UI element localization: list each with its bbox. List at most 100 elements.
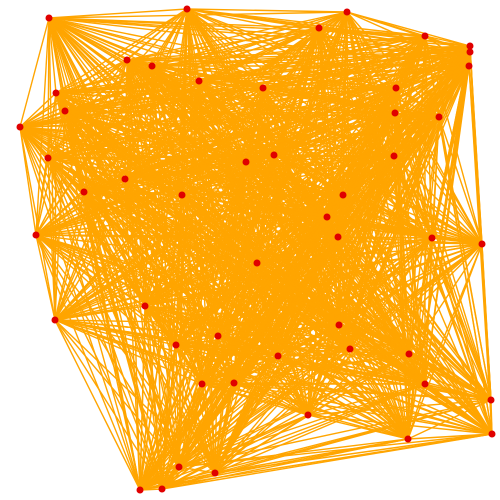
edge xyxy=(47,157,247,163)
edge xyxy=(83,191,216,474)
edge xyxy=(144,194,344,307)
node xyxy=(121,175,129,183)
node xyxy=(158,485,166,493)
edge xyxy=(48,17,471,53)
node xyxy=(172,341,180,349)
edge xyxy=(178,383,426,468)
edge xyxy=(126,51,471,61)
edge xyxy=(64,110,395,157)
node xyxy=(465,62,473,70)
edge xyxy=(47,157,180,468)
edge xyxy=(424,383,492,401)
edge xyxy=(35,234,340,326)
edge xyxy=(273,154,433,239)
node xyxy=(195,77,203,85)
edge xyxy=(55,8,188,94)
edge xyxy=(326,216,492,401)
node xyxy=(323,213,331,221)
node xyxy=(16,123,24,131)
edge xyxy=(139,466,180,491)
edge xyxy=(214,335,219,474)
node xyxy=(45,14,53,22)
edge xyxy=(19,126,216,474)
edge xyxy=(349,348,410,355)
edge xyxy=(139,488,163,491)
edge xyxy=(349,348,493,435)
edge xyxy=(139,472,216,491)
edge xyxy=(256,237,433,264)
node xyxy=(214,332,222,340)
node xyxy=(175,463,183,471)
edge xyxy=(178,466,216,474)
node xyxy=(487,396,495,404)
edge xyxy=(393,155,483,245)
edge xyxy=(54,194,344,321)
node xyxy=(136,486,144,494)
edge xyxy=(175,344,410,355)
edge xyxy=(144,237,433,307)
node xyxy=(391,109,399,117)
node xyxy=(230,379,238,387)
edge xyxy=(139,383,203,491)
edge xyxy=(64,87,397,112)
edge xyxy=(19,80,200,128)
edge xyxy=(181,194,493,435)
node xyxy=(198,380,206,388)
edge xyxy=(54,319,180,468)
edge xyxy=(83,191,180,468)
node xyxy=(343,8,351,16)
edge xyxy=(83,178,126,193)
edge xyxy=(47,116,440,159)
edge xyxy=(178,433,493,468)
edge xyxy=(83,87,397,193)
edge xyxy=(201,383,493,435)
edge xyxy=(124,116,440,180)
edge xyxy=(307,243,483,416)
edge xyxy=(342,194,483,245)
edge xyxy=(201,355,279,385)
edge xyxy=(35,234,56,321)
edge xyxy=(214,216,328,474)
node xyxy=(334,233,342,241)
node xyxy=(80,188,88,196)
edge xyxy=(151,65,397,89)
edge xyxy=(139,335,219,491)
edge xyxy=(161,262,258,490)
edge xyxy=(407,243,483,440)
edge xyxy=(35,216,328,236)
edge xyxy=(273,154,395,157)
edge xyxy=(83,112,396,193)
node xyxy=(51,316,59,324)
edge xyxy=(35,191,85,236)
edge xyxy=(161,433,493,490)
edge xyxy=(431,237,483,245)
edge xyxy=(47,112,396,159)
edge xyxy=(407,353,410,440)
edge xyxy=(83,191,163,490)
edge xyxy=(19,126,275,156)
node xyxy=(478,240,486,248)
edge xyxy=(19,87,264,128)
edge xyxy=(307,216,328,416)
edge xyxy=(35,234,141,491)
edge xyxy=(161,472,216,490)
edge xyxy=(256,262,492,401)
edge xyxy=(186,8,348,13)
edge xyxy=(346,11,471,47)
edge xyxy=(54,262,258,321)
edge xyxy=(214,414,309,474)
edge xyxy=(175,344,203,385)
edge xyxy=(144,236,339,307)
edge xyxy=(126,59,470,67)
node xyxy=(259,84,267,92)
edge xyxy=(198,80,397,89)
node xyxy=(346,345,354,353)
edge xyxy=(178,399,492,468)
edge xyxy=(126,27,320,61)
edge xyxy=(217,243,483,337)
edge xyxy=(139,399,492,491)
edge xyxy=(54,161,247,321)
node xyxy=(304,411,312,419)
edge xyxy=(35,234,258,264)
edge xyxy=(338,324,410,355)
